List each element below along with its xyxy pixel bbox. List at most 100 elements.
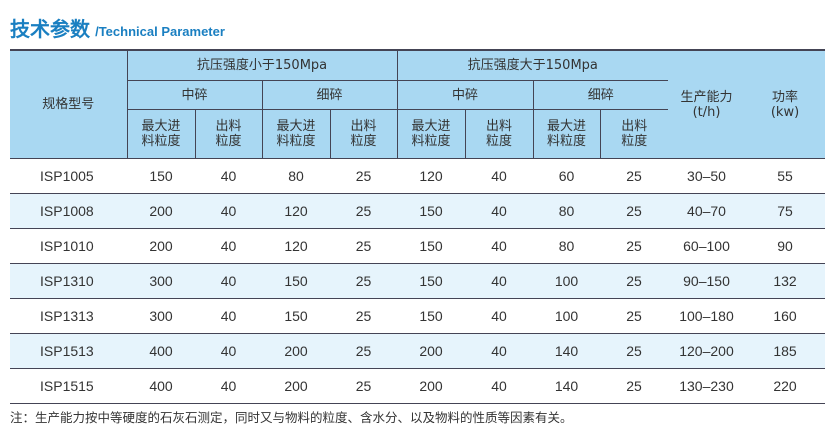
value-cell: 300 (127, 263, 195, 299)
value-cell: 150 (397, 263, 465, 299)
header-output-label: 出料粒度 (621, 119, 648, 149)
title-cn: 技术参数 (10, 17, 90, 41)
value-cell: 40 (465, 193, 533, 229)
value-cell: 120 (262, 193, 330, 229)
value-cell: 100–180 (668, 298, 745, 334)
value-cell: 40 (465, 263, 533, 299)
table-row: ISP1010 200 40 120 25 150 40 80 25 60–100 90 (10, 228, 825, 264)
model-cell: ISP1310 (10, 263, 127, 299)
model-cell: ISP1010 (10, 228, 127, 264)
table-row: ISP1005 150 40 80 25 120 40 60 25 30–50 55 (10, 158, 825, 194)
header-power-unit: (kw) (770, 104, 800, 120)
value-cell: 25 (330, 228, 397, 264)
header-low-medium: 中碎 (126, 80, 262, 110)
table-row: ISP1515 400 40 200 25 200 40 140 25 130–230 220 (10, 368, 825, 404)
value-cell: 200 (262, 368, 330, 404)
header-high-fine: 细碎 (532, 80, 668, 110)
value-cell: 130–230 (668, 368, 745, 404)
value-cell: 90 (745, 228, 825, 264)
value-cell: 185 (745, 333, 825, 369)
header-group-low: 抗压强度小于150Mpa (126, 49, 397, 81)
value-cell: 25 (600, 193, 668, 229)
header-group-high: 抗压强度大于150Mpa (396, 49, 668, 81)
header-output: 出料粒度 (194, 109, 262, 159)
value-cell: 40 (195, 368, 262, 404)
header-output-label: 出料粒度 (215, 119, 242, 149)
value-cell: 60–100 (668, 228, 745, 264)
header-output: 出料粒度 (329, 109, 397, 159)
value-cell: 140 (533, 368, 600, 404)
value-cell: 120 (262, 228, 330, 264)
model-cell: ISP1313 (10, 298, 127, 334)
header-max-feed-label: 最大进料粒度 (276, 119, 316, 149)
value-cell: 200 (397, 368, 465, 404)
header-max-feed-label: 最大进料粒度 (411, 119, 451, 149)
value-cell: 40 (465, 158, 533, 194)
model-cell: ISP1513 (10, 333, 127, 369)
value-cell: 25 (600, 228, 668, 264)
header-output-label: 出料粒度 (485, 119, 512, 149)
value-cell: 150 (397, 298, 465, 334)
value-cell: 25 (600, 263, 668, 299)
value-cell: 200 (397, 333, 465, 369)
value-cell: 150 (127, 158, 195, 194)
title-en: /Technical Parameter (95, 24, 225, 39)
footnote: 注：生产能力按中等硬度的石灰石测定，同时又与物料的粒度、含水分、以及物料的性质等… (10, 410, 573, 425)
value-cell: 40 (195, 228, 262, 264)
value-cell: 160 (745, 298, 825, 334)
value-cell: 120–200 (668, 333, 745, 369)
value-cell: 25 (330, 193, 397, 229)
model-cell: ISP1005 (10, 158, 127, 194)
value-cell: 150 (262, 298, 330, 334)
value-cell: 100 (533, 263, 600, 299)
header-max-feed: 最大进料粒度 (126, 109, 195, 159)
model-cell: ISP1515 (10, 368, 127, 404)
value-cell: 30–50 (668, 158, 745, 194)
value-cell: 400 (127, 368, 195, 404)
value-cell: 40 (195, 193, 262, 229)
value-cell: 140 (533, 333, 600, 369)
header-high-medium: 中碎 (396, 80, 533, 110)
header-low-fine: 细碎 (261, 80, 397, 110)
model-cell: ISP1008 (10, 193, 127, 229)
value-cell: 75 (745, 193, 825, 229)
value-cell: 40 (465, 228, 533, 264)
value-cell: 150 (397, 228, 465, 264)
value-cell: 25 (330, 158, 397, 194)
value-cell: 400 (127, 333, 195, 369)
header-capacity: 生产能力 (t/h) (668, 49, 745, 159)
value-cell: 200 (262, 333, 330, 369)
value-cell: 55 (745, 158, 825, 194)
value-cell: 100 (533, 298, 600, 334)
value-cell: 150 (397, 193, 465, 229)
value-cell: 25 (600, 298, 668, 334)
value-cell: 200 (127, 228, 195, 264)
page-title: 技术参数 /Technical Parameter (10, 13, 225, 42)
value-cell: 25 (330, 263, 397, 299)
header-capacity-label: 生产能力 (680, 89, 733, 105)
value-cell: 80 (533, 193, 600, 229)
header-power: 功率 (kw) (745, 49, 825, 159)
value-cell: 40 (465, 368, 533, 404)
parameter-table: 规格型号 抗压强度小于150Mpa 抗压强度大于150Mpa 生产能力 (t/h)… (10, 49, 825, 404)
value-cell: 40 (195, 158, 262, 194)
value-cell: 120 (397, 158, 465, 194)
value-cell: 40 (465, 333, 533, 369)
value-cell: 40 (195, 333, 262, 369)
header-max-feed-label: 最大进料粒度 (141, 119, 181, 149)
header-max-feed: 最大进料粒度 (261, 109, 330, 159)
value-cell: 80 (262, 158, 330, 194)
value-cell: 80 (533, 228, 600, 264)
header-output-label: 出料粒度 (350, 119, 377, 149)
value-cell: 25 (600, 368, 668, 404)
header-max-feed-label: 最大进料粒度 (546, 119, 586, 149)
table-row: ISP1513 400 40 200 25 200 40 140 25 120–200 185 (10, 333, 825, 369)
header-capacity-unit: (t/h) (692, 104, 721, 120)
value-cell: 25 (330, 333, 397, 369)
value-cell: 40 (195, 298, 262, 334)
header-output: 出料粒度 (464, 109, 533, 159)
value-cell: 25 (330, 368, 397, 404)
table-row: ISP1008 200 40 120 25 150 40 80 25 40–70 75 (10, 193, 825, 229)
header-model: 规格型号 (10, 49, 127, 159)
value-cell: 90–150 (668, 263, 745, 299)
